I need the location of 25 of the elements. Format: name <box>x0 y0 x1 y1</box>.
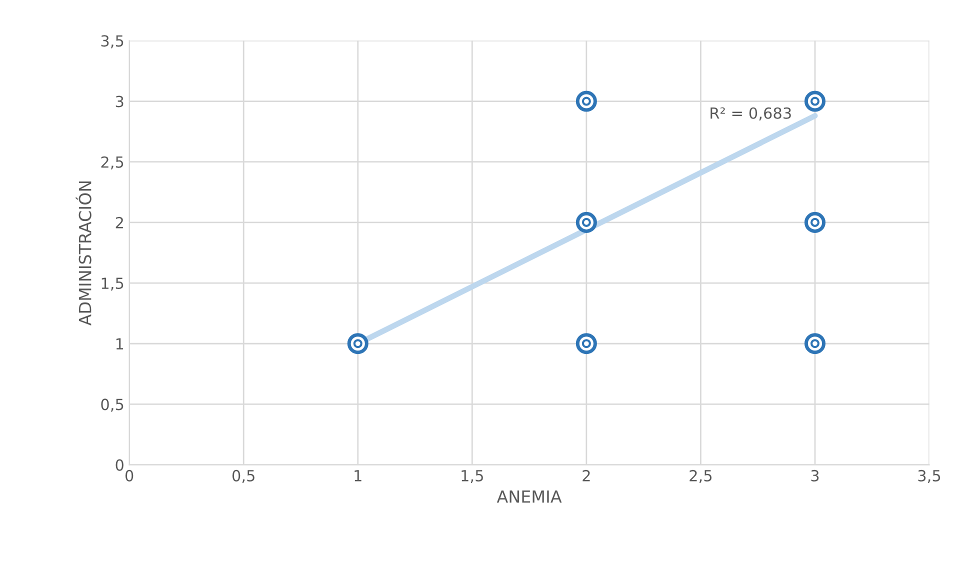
point <box>576 90 597 112</box>
point <box>576 333 597 354</box>
x-tick-label: 3,5 <box>918 470 940 484</box>
x-tick-label: 2 <box>582 470 590 482</box>
y-tick-label: 0 <box>116 459 124 471</box>
x-tick-label: 2,5 <box>690 470 712 484</box>
x-tick-label: 1 <box>354 470 362 482</box>
x-tick-label: 0,5 <box>232 470 254 484</box>
y-tick-label: 1 <box>116 338 124 350</box>
y-tick-label: 3 <box>116 96 124 108</box>
x-axis-title: ANEMIA <box>496 490 562 503</box>
point <box>804 333 826 354</box>
y-tick-label: 2 <box>116 216 123 228</box>
point <box>576 212 597 233</box>
y-axis-title: ADMINISTRACIÓN <box>76 181 92 326</box>
point <box>804 90 826 112</box>
y-tick-label: 1,5 <box>102 278 124 291</box>
x-tick-label: 3 <box>811 470 819 482</box>
x-tick-label: 0 <box>125 470 134 482</box>
x-tick-label: 1,5 <box>462 470 483 484</box>
y-tick-label: 2,5 <box>101 156 124 170</box>
y-tick-label: 0,5 <box>101 398 124 412</box>
annotation: R² = 0,683 <box>710 107 791 120</box>
y-tick-label: 3,5 <box>101 35 124 48</box>
point <box>804 212 826 233</box>
